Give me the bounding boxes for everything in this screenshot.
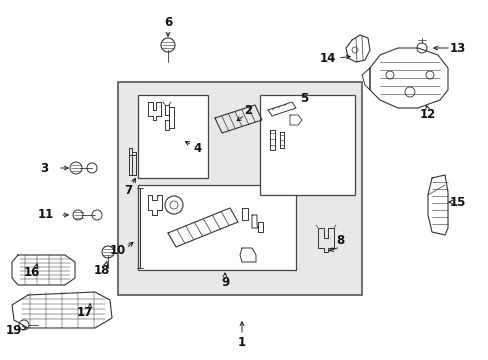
Bar xyxy=(138,95,207,178)
Text: 1: 1 xyxy=(238,336,245,348)
Text: 12: 12 xyxy=(419,108,435,122)
Text: 11: 11 xyxy=(38,208,54,221)
Text: 8: 8 xyxy=(335,234,344,247)
Bar xyxy=(138,185,295,270)
Text: 17: 17 xyxy=(77,306,93,319)
Bar xyxy=(118,82,361,295)
Text: 10: 10 xyxy=(110,243,126,256)
Text: 3: 3 xyxy=(40,162,48,175)
Text: 13: 13 xyxy=(449,41,465,54)
Text: 18: 18 xyxy=(94,264,110,276)
Text: 14: 14 xyxy=(319,51,336,64)
Text: 9: 9 xyxy=(221,276,229,289)
Text: 19: 19 xyxy=(6,324,22,337)
Text: 2: 2 xyxy=(244,104,251,117)
Text: 7: 7 xyxy=(123,184,132,197)
Text: 6: 6 xyxy=(163,15,172,28)
Text: 16: 16 xyxy=(24,266,40,279)
Text: 4: 4 xyxy=(193,141,202,154)
Text: 5: 5 xyxy=(299,91,307,104)
Text: 15: 15 xyxy=(449,195,465,208)
Bar xyxy=(260,95,354,195)
